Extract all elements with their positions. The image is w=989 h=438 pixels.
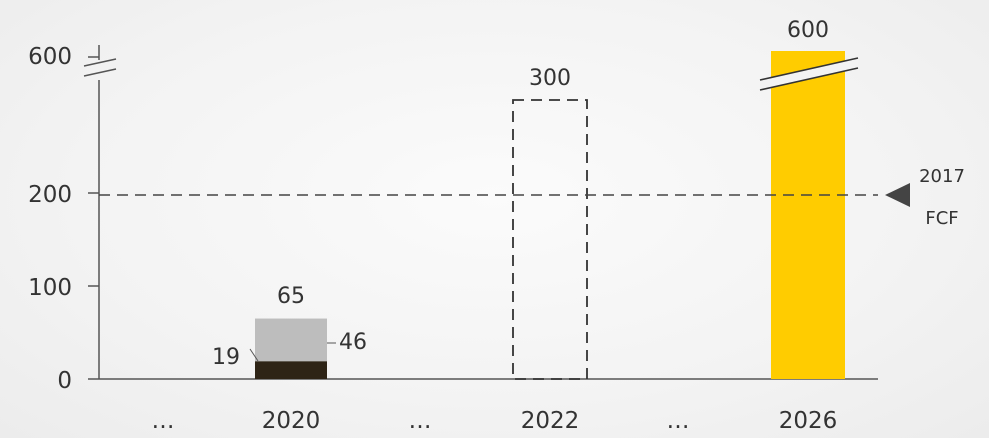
y-tick-label-200: 200 — [28, 182, 72, 208]
y-tick-label-0: 0 — [57, 368, 72, 394]
x-tick-label-2022: 2022 — [521, 408, 580, 434]
y-tick-label-100: 100 — [28, 275, 72, 301]
reference-marker-triangle — [885, 183, 910, 207]
x-tick-label-2020: 2020 — [262, 408, 321, 434]
bar-2026-break-mark-1 — [759, 57, 859, 81]
reference-label-line1: 2017 — [919, 166, 965, 187]
bar-2020-segment-19-leader — [249, 348, 259, 362]
bar-2022 — [512, 99, 588, 380]
x-tick-label-2026: 2026 — [779, 408, 838, 434]
bar-2020-total-label: 65 — [277, 284, 305, 309]
bar-2020-segment-46 — [255, 318, 327, 362]
bar-2020-segment-19-label: 19 — [212, 345, 240, 370]
bar-2026-break-gap — [760, 58, 858, 90]
y-axis-break-mark-2 — [83, 68, 117, 77]
bar-2020-segment-46-label: 46 — [339, 330, 367, 355]
x-tick-label-ellipsis-2: … — [409, 408, 432, 434]
x-tick-label-ellipsis-1: … — [152, 408, 175, 434]
bar-2020-segment-19 — [255, 361, 327, 379]
bar-2022-value-label: 300 — [529, 66, 571, 91]
y-tick-label-600: 600 — [28, 44, 72, 70]
reference-label-line2: FCF — [925, 208, 958, 229]
bar-2026-value-label: 600 — [787, 18, 829, 43]
bar-2026-break-mark-2 — [759, 67, 859, 91]
y-axis-break-mark-1 — [83, 58, 117, 67]
x-tick-label-ellipsis-3: … — [667, 408, 690, 434]
bar-2026 — [771, 51, 845, 379]
